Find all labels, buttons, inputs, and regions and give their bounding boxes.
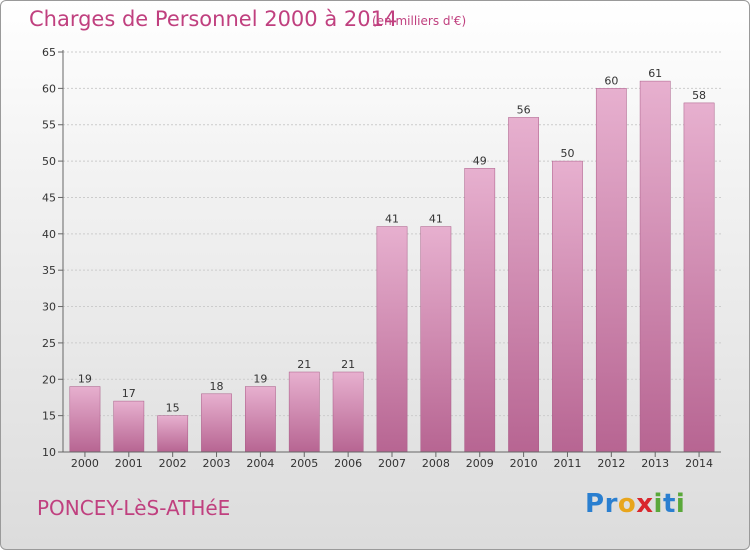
x-tick-label: 2014	[685, 457, 713, 470]
labels: 10 15 20 25 30 35 40 45 50 55 60 65 19 2000 17 2001 15 20…	[42, 46, 713, 470]
data-label: 41	[429, 213, 443, 226]
chart-subtitle: (en milliers d'€)	[372, 14, 467, 28]
logo-letter: r	[604, 489, 618, 519]
bar	[69, 386, 101, 453]
y-tick-label: 50	[42, 155, 56, 168]
bar	[464, 168, 496, 453]
bar	[376, 226, 408, 453]
x-tick-label: 2004	[246, 457, 274, 470]
x-tick-label: 2005	[290, 457, 318, 470]
bar	[113, 400, 145, 453]
logo-letter: P	[585, 489, 605, 519]
data-label: 60	[604, 74, 618, 87]
data-label: 19	[253, 373, 267, 386]
data-label: 49	[473, 154, 487, 167]
data-label: 50	[560, 147, 574, 160]
data-label: 58	[692, 89, 706, 102]
y-tick-label: 35	[42, 264, 56, 277]
data-label: 61	[648, 67, 662, 80]
logo-letter: t	[662, 489, 676, 519]
y-tick-label: 30	[42, 301, 56, 314]
data-label: 21	[297, 358, 311, 371]
x-tick-label: 2002	[159, 457, 187, 470]
bar	[683, 102, 715, 453]
bar	[420, 226, 452, 453]
logo-letter: i	[653, 489, 663, 519]
x-tick-label: 2013	[641, 457, 669, 470]
x-tick-label: 2010	[510, 457, 538, 470]
x-tick-label: 2007	[378, 457, 406, 470]
y-tick-label: 45	[42, 191, 56, 204]
y-tick-label: 20	[42, 373, 56, 386]
y-tick-label: 15	[42, 410, 56, 423]
bar	[157, 415, 189, 453]
data-label: 19	[78, 373, 92, 386]
bar	[332, 371, 364, 453]
bar	[288, 371, 320, 453]
y-tick-label: 25	[42, 337, 56, 350]
x-tick-label: 2003	[203, 457, 231, 470]
logo-letter: x	[636, 489, 654, 519]
bar	[595, 88, 627, 453]
x-tick-label: 2008	[422, 457, 450, 470]
data-label: 17	[122, 387, 136, 400]
y-tick-label: 60	[42, 82, 56, 95]
data-label: 21	[341, 358, 355, 371]
proxiti-logo: Proxiti	[585, 489, 685, 519]
y-tick-label: 10	[42, 446, 56, 459]
data-label: 15	[166, 402, 180, 415]
x-tick-label: 2009	[466, 457, 494, 470]
y-tick-label: 65	[42, 46, 56, 59]
data-label: 56	[517, 103, 531, 116]
bar	[552, 160, 583, 453]
logo-letter: i	[675, 489, 686, 519]
bar	[508, 117, 539, 453]
x-tick-label: 2011	[553, 457, 581, 470]
bar	[201, 393, 232, 453]
commune-name: PONCEY-LèS-ATHéE	[37, 496, 231, 520]
data-label: 18	[210, 380, 224, 393]
x-tick-label: 2012	[597, 457, 625, 470]
x-tick-label: 2001	[115, 457, 143, 470]
x-tick-label: 2000	[71, 457, 99, 470]
bars	[69, 80, 715, 453]
chart-title: Charges de Personnel 2000 à 2014	[29, 7, 398, 31]
y-tick-label: 55	[42, 119, 56, 132]
logo-letter: o	[617, 489, 637, 519]
axes	[58, 50, 721, 457]
x-tick-label: 2006	[334, 457, 362, 470]
data-label: 41	[385, 213, 399, 226]
bar	[639, 80, 671, 453]
bar	[245, 386, 276, 453]
y-tick-label: 40	[42, 228, 56, 241]
